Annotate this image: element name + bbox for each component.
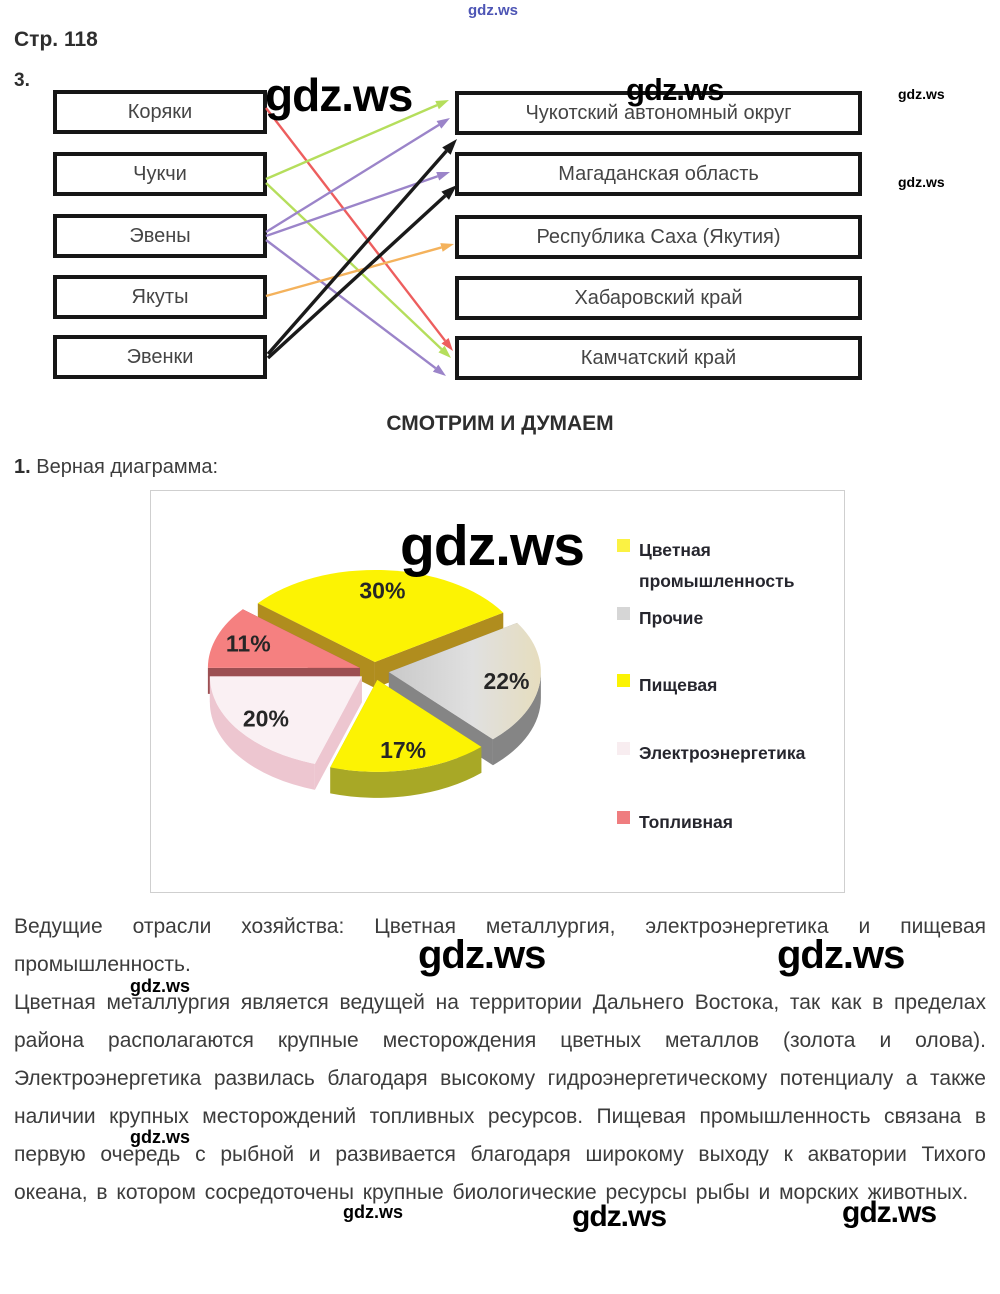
watermark: gdz.ws <box>343 1202 404 1222</box>
watermark: gdz.ws <box>418 933 546 977</box>
legend-item-electric: Электроэнергетика <box>617 738 832 769</box>
right-box-chukotka: Чукотский автономный округ <box>455 91 862 135</box>
legend-item-nonferrous: Цветная промышленность <box>617 535 832 597</box>
legend-item-other: Прочие <box>617 603 832 634</box>
pie-slice-label: 22% <box>483 668 529 694</box>
left-box-label: Эвены <box>129 224 191 247</box>
left-box-label: Коряки <box>127 100 193 123</box>
right-box-label: Камчатский край <box>580 346 737 369</box>
legend-label: Прочие <box>639 608 704 628</box>
right-box-magadan: Магаданская область <box>455 152 862 196</box>
left-box-yakuty: Якуты <box>53 275 267 319</box>
watermark: gdz.ws <box>842 1196 937 1229</box>
legend-label: Цветная промышленность <box>639 540 795 591</box>
pie-chart: 11% 30% 22% 17% 20% <box>207 569 541 798</box>
page-number-header: Стр. 118 <box>14 28 98 51</box>
watermark: gdz.ws <box>898 86 945 102</box>
watermark: gdz.ws <box>265 69 413 121</box>
pie-slice-label: 20% <box>243 706 289 732</box>
right-box-sakha: Республика Саха (Якутия) <box>455 215 862 259</box>
pie-slice-label: 17% <box>380 737 426 763</box>
left-box-label: Эвенки <box>126 345 194 368</box>
legend-swatch-electric <box>617 742 630 755</box>
left-box-chukchi: Чукчи <box>53 152 267 196</box>
watermark: gdz.ws <box>626 72 724 107</box>
left-box-label: Якуты <box>131 285 189 308</box>
legend-item-food: Пищевая <box>617 670 832 701</box>
legend-label: Топливная <box>639 812 733 832</box>
right-box-label: Республика Саха (Якутия) <box>536 225 781 248</box>
question-text: Верная диаграмма: <box>36 456 219 478</box>
paragraph-industries: Ведущие отрасли хозяйства: Цветная метал… <box>14 915 986 976</box>
watermark: gdz.ws <box>898 174 945 190</box>
left-box-koryaki: Коряки <box>53 90 267 134</box>
paragraph-explanation: Цветная металлургия является ведущей на … <box>14 991 986 1204</box>
legend-label: Пищевая <box>639 675 718 695</box>
pie-chart-panel: 11% 30% 22% 17% 20% Цветная промышленность П… <box>150 490 845 893</box>
legend-item-fuel: Топливная <box>617 807 832 838</box>
watermark: gdz.ws <box>130 1127 191 1147</box>
left-box-label: Чукчи <box>133 162 187 185</box>
watermark-top: gdz.ws <box>468 2 519 19</box>
legend-swatch-nonferrous <box>617 539 630 552</box>
task-number: 3. <box>14 70 30 91</box>
section-heading: СМОТРИМ И ДУМАЕМ <box>386 412 614 435</box>
watermark: gdz.ws <box>130 976 191 996</box>
watermark: gdz.ws <box>777 933 905 977</box>
watermark: gdz.ws <box>400 514 585 578</box>
question-number: 1. <box>14 456 31 478</box>
left-box-eveny: Эвены <box>53 214 267 258</box>
watermark: gdz.ws <box>572 1200 667 1233</box>
left-box-evenki: Эвенки <box>53 335 267 379</box>
right-box-label: Хабаровский край <box>574 286 743 309</box>
legend-swatch-other <box>617 607 630 620</box>
pie-slice-label: 30% <box>359 577 405 603</box>
legend-label: Электроэнергетика <box>639 743 806 763</box>
right-box-label: Магаданская область <box>558 162 759 185</box>
legend-swatch-fuel <box>617 811 630 824</box>
right-box-label: Чукотский автономный округ <box>525 101 792 124</box>
legend-swatch-food <box>617 674 630 687</box>
right-box-khabarovsk: Хабаровский край <box>455 276 862 320</box>
right-box-kamchatka: Камчатский край <box>455 336 862 380</box>
pie-slice-label: 11% <box>226 631 271 657</box>
question-line: 1. Верная диаграмма: <box>14 456 218 479</box>
